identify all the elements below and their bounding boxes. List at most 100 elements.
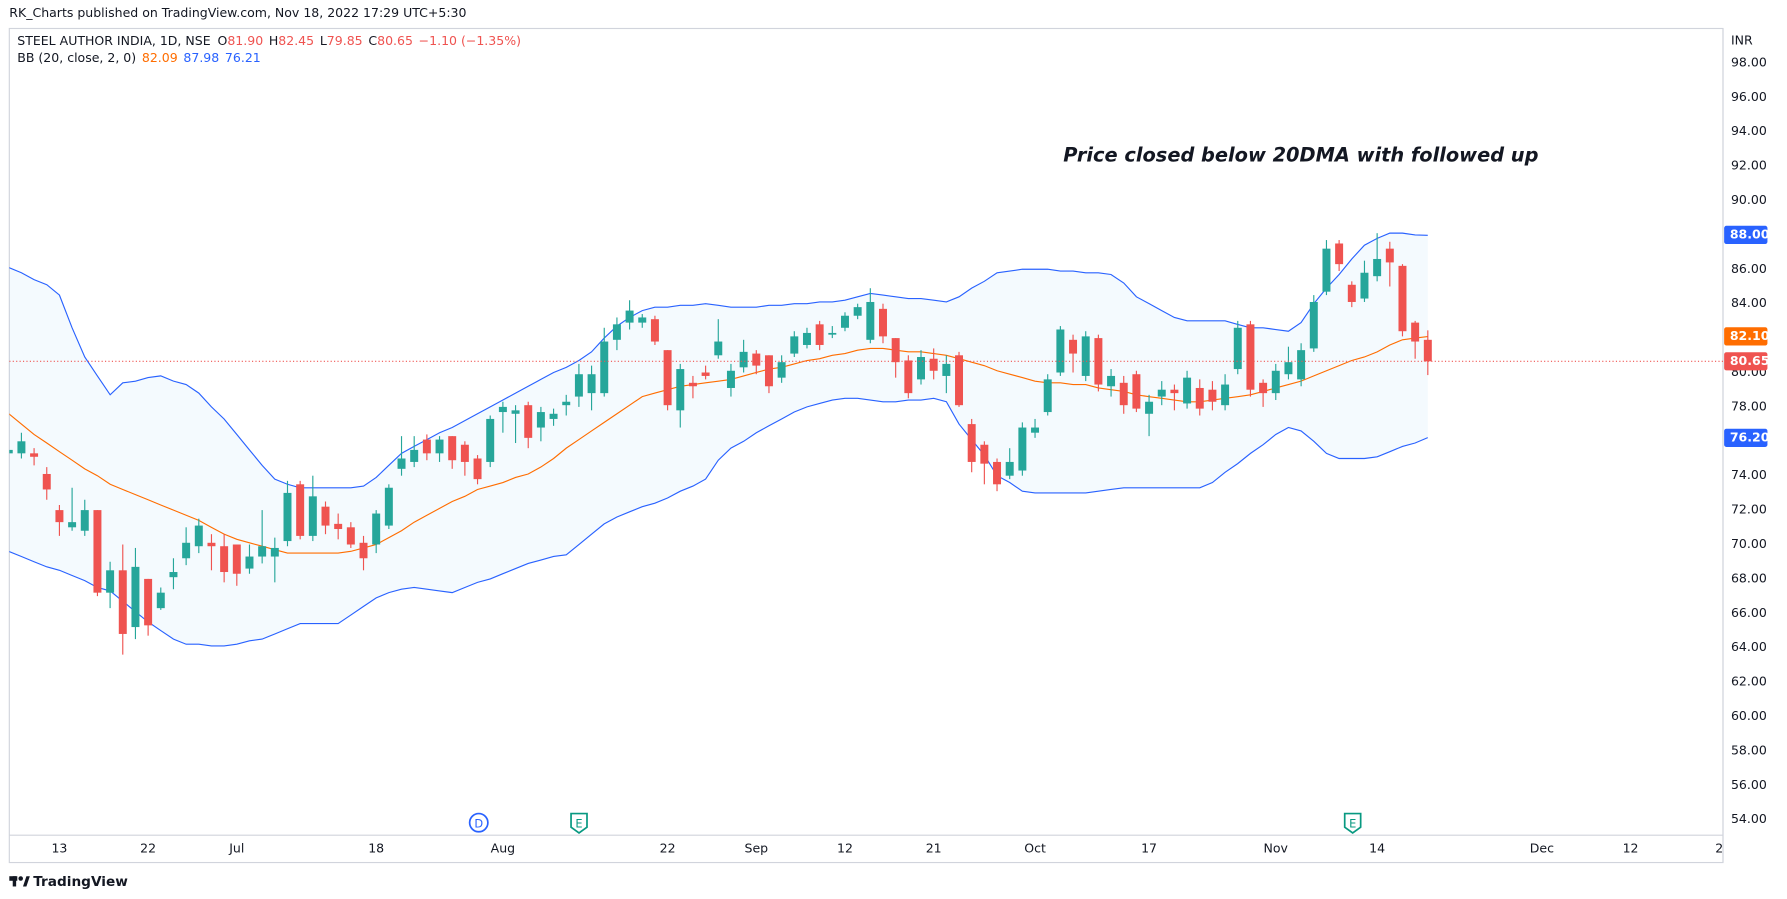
- indicator-legend: BB (20, close, 2, 0) 82.09 87.98 76.21: [17, 50, 260, 65]
- candle-body: [967, 424, 976, 462]
- candle-body: [1157, 389, 1166, 397]
- y-tick-label: 96.00: [1731, 89, 1767, 104]
- y-tick-label: 68.00: [1731, 570, 1767, 585]
- y-tick-label: 86.00: [1731, 261, 1767, 276]
- candle-body: [1005, 461, 1014, 476]
- price-tag: [1724, 225, 1768, 245]
- price-tag: [1724, 352, 1768, 371]
- y-tick-label: 60.00: [1731, 708, 1767, 723]
- x-tick-label: 21: [926, 840, 942, 855]
- candle-body: [929, 358, 938, 371]
- candle-body: [1360, 272, 1369, 299]
- candle-body: [625, 310, 634, 323]
- price-tag-label: 82.10: [1730, 328, 1770, 343]
- candle-body: [574, 374, 583, 397]
- indicator-value: 76.21: [225, 50, 261, 65]
- x-tick-label: Aug: [491, 840, 515, 855]
- candle-body: [194, 525, 203, 547]
- candle-body: [156, 592, 165, 609]
- candle-body: [9, 449, 13, 454]
- candle-body: [726, 370, 735, 388]
- candle-body: [663, 350, 672, 406]
- time-axis: 13 22 Jul 18 Aug 22 Sep 12 21 Oct 17 Nov 14 Dec 12 2: [51, 840, 1723, 855]
- candle-body: [384, 487, 393, 526]
- candle-body: [1284, 362, 1293, 375]
- ohlc-key: L: [320, 33, 327, 48]
- candle-body: [1018, 427, 1027, 471]
- candle-body: [1309, 301, 1318, 349]
- candle-body: [182, 542, 191, 559]
- y-tick-label: 70.00: [1731, 536, 1767, 551]
- candle-body: [701, 372, 710, 376]
- x-tick-label: 13: [51, 840, 67, 855]
- candle-body: [1347, 284, 1356, 302]
- change-value: −1.10 (−1.35%): [419, 33, 521, 48]
- candle-body: [917, 357, 925, 380]
- candle-body: [980, 444, 989, 464]
- candle-body: [587, 374, 596, 394]
- price-unit: INR: [1731, 33, 1753, 48]
- bb-band-line: [9, 397, 1428, 647]
- x-tick-label: Sep: [744, 840, 768, 855]
- candle-body: [802, 332, 811, 345]
- candle-body: [169, 572, 178, 578]
- candle-body: [1081, 336, 1090, 376]
- event-marker: [468, 812, 489, 833]
- candle-body: [68, 522, 77, 528]
- symbol-name: STEEL AUTHOR INDIA, 1D, NSE: [17, 33, 210, 48]
- candle-body: [777, 362, 786, 378]
- bb-basis-line: [9, 336, 1428, 554]
- candle-body: [498, 406, 507, 413]
- event-label: E: [1349, 816, 1356, 830]
- price-tag-label: 76.20: [1730, 429, 1770, 444]
- candle-body: [1094, 338, 1103, 385]
- ohlc-key: H: [269, 33, 278, 48]
- candle-body: [511, 410, 520, 414]
- candle-body: [1373, 258, 1382, 277]
- candle-body: [144, 578, 153, 626]
- candle-body: [1031, 427, 1040, 433]
- candle-body: [1056, 329, 1065, 373]
- indicator-name: BB (20, close, 2, 0): [17, 50, 136, 65]
- candle-body: [1385, 248, 1394, 263]
- candle-body: [1043, 379, 1052, 413]
- candle-body: [549, 413, 558, 419]
- candle-body: [1259, 382, 1268, 394]
- candle-body: [30, 453, 39, 457]
- x-tick-label: Dec: [1530, 840, 1554, 855]
- candle-body: [42, 473, 51, 490]
- price-tag: [1724, 327, 1768, 346]
- tradingview-logo: [9, 876, 30, 887]
- candle-body: [676, 369, 685, 411]
- publish-header: RK_Charts published on TradingView.com, …: [9, 5, 466, 20]
- y-tick-label: 74.00: [1731, 467, 1767, 482]
- candle-body: [435, 439, 444, 454]
- candle-body: [207, 542, 216, 547]
- x-tick-label: 2: [1715, 840, 1723, 855]
- y-tick-label: 84.00: [1731, 295, 1767, 310]
- candle-body: [270, 547, 279, 557]
- ohlc-key: C: [368, 33, 377, 48]
- candle-body: [448, 436, 457, 461]
- candle-body: [764, 355, 773, 387]
- candle-body: [904, 360, 913, 394]
- candle-body: [1170, 389, 1179, 394]
- candle-body: [879, 308, 887, 337]
- candle-body: [942, 363, 951, 376]
- candle-body: [308, 496, 317, 536]
- ohlc-value: 80.65: [377, 33, 413, 48]
- ohlc-value: 82.45: [278, 33, 314, 48]
- candle-body: [422, 439, 431, 454]
- x-tick-label: 22: [660, 840, 676, 855]
- x-tick-label: 17: [1141, 840, 1157, 855]
- y-tick-label: 62.00: [1731, 674, 1767, 689]
- y-tick-label: 64.00: [1731, 639, 1767, 654]
- x-tick-label: Oct: [1024, 840, 1046, 855]
- candle-body: [612, 324, 621, 340]
- y-tick-label: 54.00: [1731, 811, 1767, 826]
- candle-body: [562, 401, 571, 406]
- y-tick-label: 90.00: [1731, 192, 1767, 207]
- candle-body: [1233, 327, 1242, 370]
